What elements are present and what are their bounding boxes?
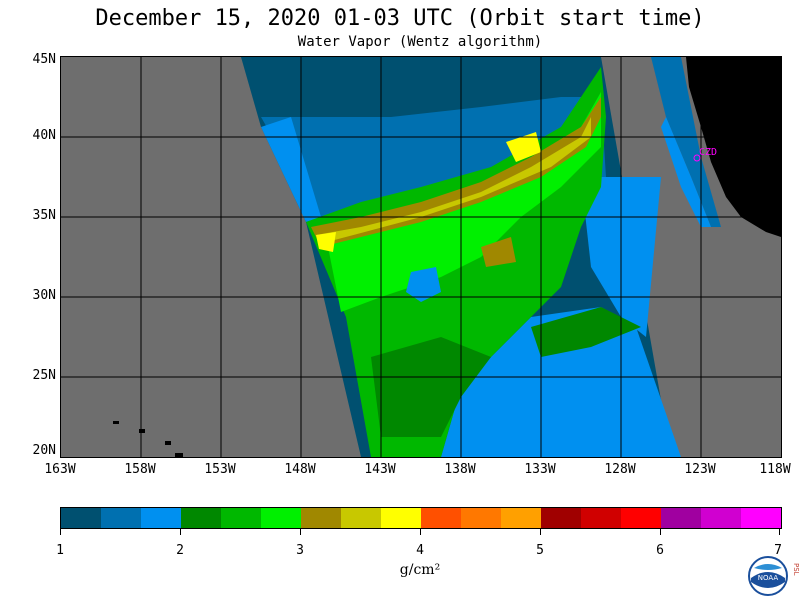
station-label: CZD	[699, 147, 718, 158]
colorbar-swatch-1	[61, 508, 101, 528]
colorbar-tick	[420, 528, 421, 535]
map-title: December 15, 2020 01-03 UTC (Orbit start…	[95, 6, 705, 31]
colorbar-label-1: 1	[56, 543, 64, 558]
station-marker	[693, 154, 701, 162]
lon-label-138w: 138W	[444, 462, 476, 477]
colorbar-swatch-9	[381, 508, 421, 528]
colorbar-label-7: 7	[774, 543, 782, 558]
water-vapor-map	[60, 56, 782, 458]
lat-label-25n: 25N	[32, 368, 56, 383]
lon-label-158w: 158W	[124, 462, 156, 477]
hawaii-islands	[113, 421, 183, 457]
colorbar-label-6: 6	[656, 543, 664, 558]
noaa-logo: NOAA	[748, 556, 788, 596]
lat-lon-grid	[61, 57, 781, 457]
colorbar-tick	[779, 528, 780, 535]
map-canvas	[61, 57, 781, 457]
lat-label-20n: 20N	[32, 443, 56, 458]
colorbar-swatch-11	[461, 508, 501, 528]
colorbar-swatch-13	[541, 508, 581, 528]
coastal-swath	[651, 57, 721, 227]
colorbar-label-4: 4	[416, 543, 424, 558]
colorbar-label-2: 2	[176, 543, 184, 558]
colorbar-units: g/cm²	[399, 562, 441, 578]
lon-label-153w: 153W	[204, 462, 236, 477]
colorbar-tick	[180, 528, 181, 535]
colorbar-swatch-17	[701, 508, 741, 528]
colorbar-label-3: 3	[296, 543, 304, 558]
lat-label-45n: 45N	[32, 52, 56, 67]
colorbar-swatch-16	[661, 508, 701, 528]
lon-label-133w: 133W	[524, 462, 556, 477]
lon-label-118w: 118W	[759, 462, 791, 477]
map-subtitle: Water Vapor (Wentz algorithm)	[297, 34, 543, 50]
north-america-land	[686, 57, 781, 237]
color-scale-bar	[60, 507, 782, 529]
lon-label-148w: 148W	[284, 462, 316, 477]
colorbar-tick	[540, 528, 541, 535]
colorbar-swatch-5	[221, 508, 261, 528]
colorbar-swatch-15	[621, 508, 661, 528]
lon-label-128w: 128W	[604, 462, 636, 477]
colorbar-swatch-4	[181, 508, 221, 528]
lon-label-123w: 123W	[684, 462, 716, 477]
psl-side-text: PSL	[792, 563, 800, 578]
lon-label-163w: 163W	[44, 462, 76, 477]
psl-letters: PSL	[792, 563, 800, 576]
colorbar-tick	[300, 528, 301, 535]
colorbar-swatch-2	[101, 508, 141, 528]
lat-label-30n: 30N	[32, 288, 56, 303]
colorbar-swatch-10	[421, 508, 461, 528]
colorbar-swatch-18	[741, 508, 781, 528]
colorbar-swatch-12	[501, 508, 541, 528]
colorbar-label-5: 5	[536, 543, 544, 558]
colorbar-swatch-7	[301, 508, 341, 528]
colorbar-swatch-14	[581, 508, 621, 528]
noaa-logo-text: NOAA	[758, 574, 779, 582]
colorbar-swatch-8	[341, 508, 381, 528]
colorbar-swatch-3	[141, 508, 181, 528]
colorbar-tick	[660, 528, 661, 535]
colorbar-tick	[60, 528, 61, 535]
lon-label-143w: 143W	[364, 462, 396, 477]
lat-label-35n: 35N	[32, 208, 56, 223]
colorbar-swatch-6	[261, 508, 301, 528]
lat-label-40n: 40N	[32, 128, 56, 143]
